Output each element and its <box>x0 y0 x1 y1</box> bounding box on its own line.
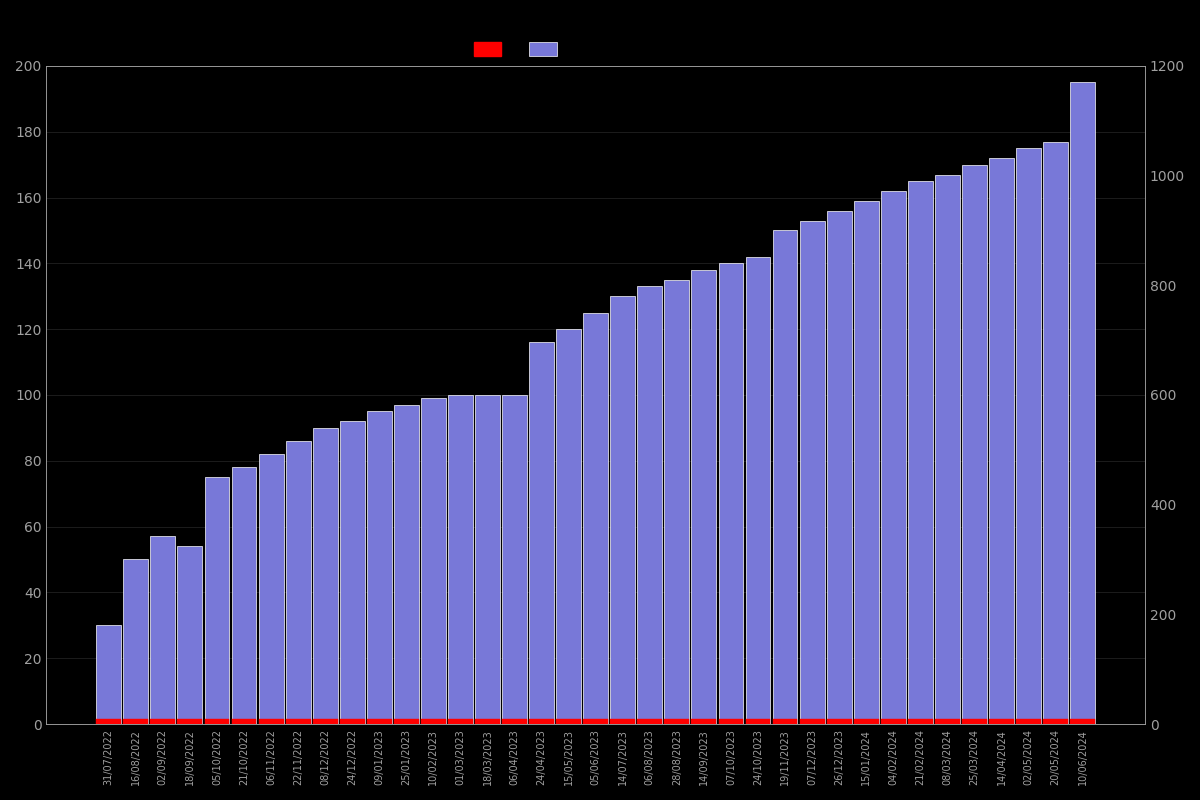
Bar <box>448 719 473 724</box>
Bar <box>394 719 419 724</box>
Bar <box>881 191 906 724</box>
Bar <box>691 270 716 724</box>
Legend: , : , <box>468 37 570 62</box>
Bar <box>394 405 419 724</box>
Bar <box>583 719 608 724</box>
Bar <box>96 626 121 724</box>
Bar <box>1016 148 1040 724</box>
Bar <box>1070 719 1096 724</box>
Bar <box>502 719 527 724</box>
Bar <box>719 263 743 724</box>
Bar <box>178 719 203 724</box>
Bar <box>367 411 391 724</box>
Bar <box>232 719 257 724</box>
Bar <box>421 398 446 724</box>
Bar <box>827 210 852 724</box>
Bar <box>178 546 203 724</box>
Bar <box>421 719 446 724</box>
Bar <box>962 165 986 724</box>
Bar <box>799 719 824 724</box>
Bar <box>1070 82 1096 724</box>
Bar <box>719 719 743 724</box>
Bar <box>529 719 554 724</box>
Bar <box>637 286 662 724</box>
Bar <box>611 296 635 724</box>
Bar <box>124 559 149 724</box>
Bar <box>124 719 149 724</box>
Bar <box>286 441 311 724</box>
Bar <box>989 158 1014 724</box>
Bar <box>340 719 365 724</box>
Bar <box>259 719 283 724</box>
Bar <box>665 280 689 724</box>
Bar <box>313 428 337 724</box>
Bar <box>259 454 283 724</box>
Bar <box>962 719 986 724</box>
Bar <box>367 719 391 724</box>
Bar <box>799 221 824 724</box>
Bar <box>773 719 798 724</box>
Bar <box>204 478 229 724</box>
Bar <box>204 719 229 724</box>
Bar <box>313 719 337 724</box>
Bar <box>773 230 798 724</box>
Bar <box>556 719 581 724</box>
Bar <box>935 719 960 724</box>
Bar <box>745 719 770 724</box>
Bar <box>853 201 878 724</box>
Bar <box>853 719 878 724</box>
Bar <box>475 719 500 724</box>
Bar <box>637 719 662 724</box>
Bar <box>583 313 608 724</box>
Bar <box>529 342 554 724</box>
Bar <box>556 329 581 724</box>
Bar <box>935 174 960 724</box>
Bar <box>150 537 175 724</box>
Bar <box>665 719 689 724</box>
Bar <box>908 181 932 724</box>
Bar <box>908 719 932 724</box>
Bar <box>232 467 257 724</box>
Bar <box>502 395 527 724</box>
Bar <box>96 719 121 724</box>
Bar <box>1043 142 1068 724</box>
Bar <box>475 395 500 724</box>
Bar <box>989 719 1014 724</box>
Bar <box>881 719 906 724</box>
Bar <box>340 422 365 724</box>
Bar <box>1016 719 1040 724</box>
Bar <box>150 719 175 724</box>
Bar <box>691 719 716 724</box>
Bar <box>286 719 311 724</box>
Bar <box>745 257 770 724</box>
Bar <box>827 719 852 724</box>
Bar <box>1043 719 1068 724</box>
Bar <box>448 395 473 724</box>
Bar <box>611 719 635 724</box>
